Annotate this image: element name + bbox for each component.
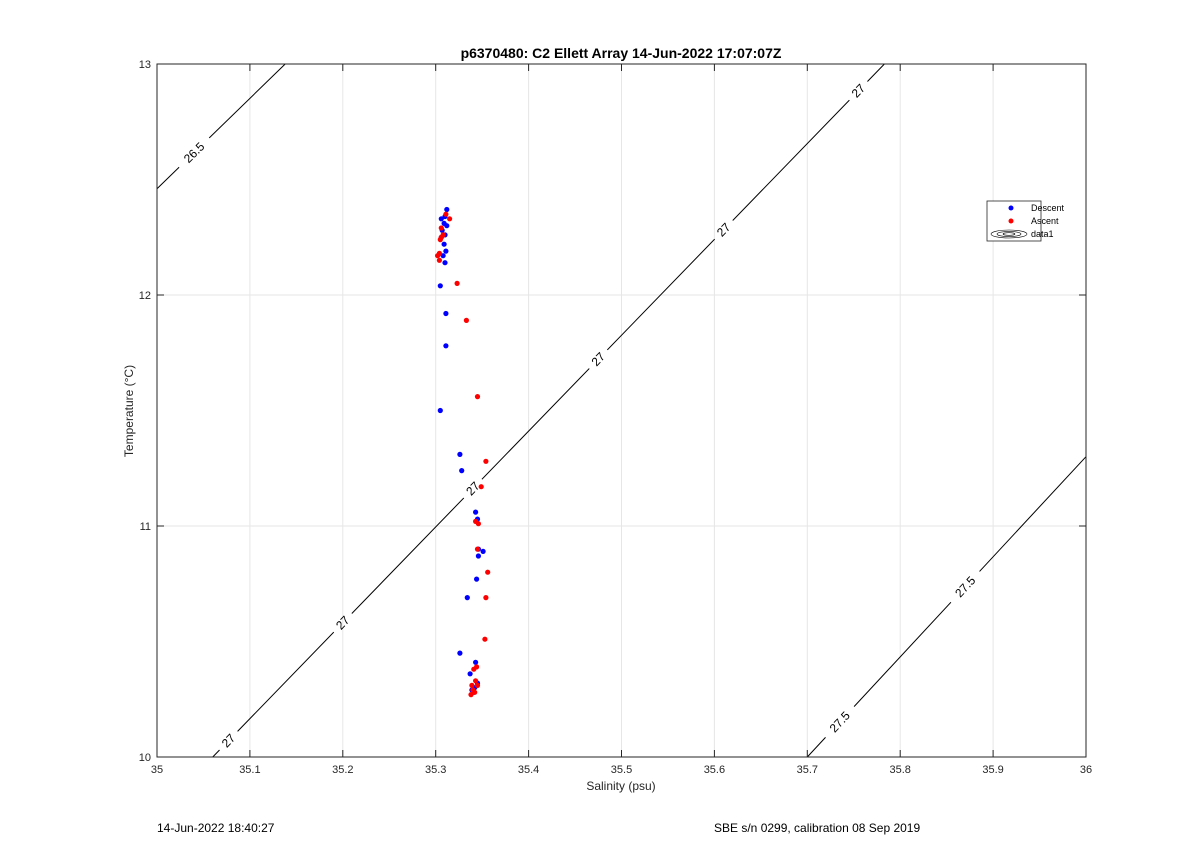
descent-point bbox=[443, 310, 449, 317]
descent-point bbox=[464, 595, 470, 601]
descent-point bbox=[457, 451, 463, 457]
contour-27 bbox=[212, 63, 885, 758]
descent-point bbox=[442, 260, 448, 266]
contour-26.5 bbox=[156, 63, 286, 190]
x-tick-label: 35.9 bbox=[982, 764, 1003, 776]
descent-point bbox=[474, 576, 480, 582]
ascent-point bbox=[436, 257, 442, 263]
y-tick-label: 11 bbox=[140, 521, 151, 533]
descent-point bbox=[443, 248, 449, 254]
legend-box bbox=[986, 200, 1042, 242]
y-axis-ticks: 10 11 12 13 bbox=[139, 59, 1086, 764]
ascent-point bbox=[474, 546, 481, 552]
descent-point bbox=[443, 343, 449, 349]
descent-point bbox=[441, 241, 447, 247]
footer-calibration: SBE s/n 0299, calibration 08 Sep 2019 bbox=[714, 821, 921, 835]
ascent-point bbox=[468, 692, 474, 698]
ascent-point bbox=[435, 253, 441, 259]
ascent-point bbox=[438, 225, 444, 231]
ascent-point bbox=[474, 394, 481, 400]
x-tick-label: 35.3 bbox=[425, 764, 446, 776]
descent-point bbox=[437, 283, 443, 289]
ascent-point bbox=[482, 636, 488, 642]
legend-contour-icon bbox=[990, 229, 1028, 239]
ascent-point bbox=[483, 458, 489, 464]
descent-point bbox=[444, 206, 450, 213]
descent-point bbox=[437, 407, 443, 414]
descent-point bbox=[459, 468, 465, 474]
footer-timestamp: 14-Jun-2022 18:40:27 bbox=[157, 821, 275, 835]
ascent-point bbox=[437, 237, 443, 243]
ascent-point bbox=[473, 678, 479, 684]
legend-descent-label: Descent bbox=[1031, 203, 1065, 213]
contour-27.5 bbox=[806, 456, 1087, 758]
ascent-point bbox=[463, 317, 469, 323]
ascent-point bbox=[478, 484, 484, 490]
legend-ascent-label: Ascent bbox=[1031, 216, 1059, 226]
x-tick-label: 35.7 bbox=[797, 764, 818, 776]
x-tick-label: 35.2 bbox=[332, 764, 353, 776]
x-tick-label: 36 bbox=[1080, 764, 1092, 776]
ascent-point bbox=[443, 211, 449, 217]
grid bbox=[156, 63, 1087, 758]
y-axis-label: Temperature (°C) bbox=[122, 365, 136, 457]
x-tick-label: 35.4 bbox=[518, 764, 539, 776]
descent-point bbox=[438, 216, 444, 222]
y-tick-label: 10 bbox=[139, 752, 151, 764]
ascent-point bbox=[485, 569, 491, 575]
ascent-point bbox=[471, 666, 477, 672]
x-tick-label: 35.8 bbox=[889, 764, 910, 776]
ascent-point bbox=[474, 682, 481, 689]
legend-contour-label: data1 bbox=[1031, 229, 1054, 239]
legend[interactable]: Descent Ascent data1 bbox=[986, 200, 1065, 242]
x-tick-label: 35.5 bbox=[611, 764, 632, 776]
descent-point bbox=[480, 548, 486, 555]
x-axis-ticks: 35 35.1 35.2 35.3 35.4 35.5 35.6 35.7 35.8 35.9 36 bbox=[151, 64, 1092, 776]
ascent-point bbox=[475, 521, 481, 527]
descent-point bbox=[444, 223, 450, 229]
ascent-point bbox=[454, 280, 460, 286]
descent-point bbox=[473, 659, 479, 665]
descent-point bbox=[475, 553, 481, 559]
x-tick-label: 35.6 bbox=[704, 764, 725, 776]
chart-title: p6370480: C2 Ellett Array 14-Jun-2022 17… bbox=[461, 45, 782, 61]
descent-point bbox=[457, 650, 463, 656]
ascent-point bbox=[447, 216, 453, 222]
x-axis-label: Salinity (psu) bbox=[586, 779, 655, 793]
y-tick-label: 13 bbox=[139, 59, 151, 71]
data-points bbox=[435, 206, 491, 698]
x-tick-label: 35 bbox=[151, 764, 163, 776]
y-tick-label: 12 bbox=[139, 290, 151, 302]
legend-ascent-marker bbox=[1008, 218, 1014, 224]
ascent-point bbox=[483, 595, 489, 601]
descent-point bbox=[473, 509, 479, 515]
x-tick-label: 35.1 bbox=[239, 764, 260, 776]
descent-point bbox=[467, 671, 473, 677]
legend-descent-marker bbox=[1008, 205, 1014, 211]
ascent-point bbox=[469, 682, 475, 689]
